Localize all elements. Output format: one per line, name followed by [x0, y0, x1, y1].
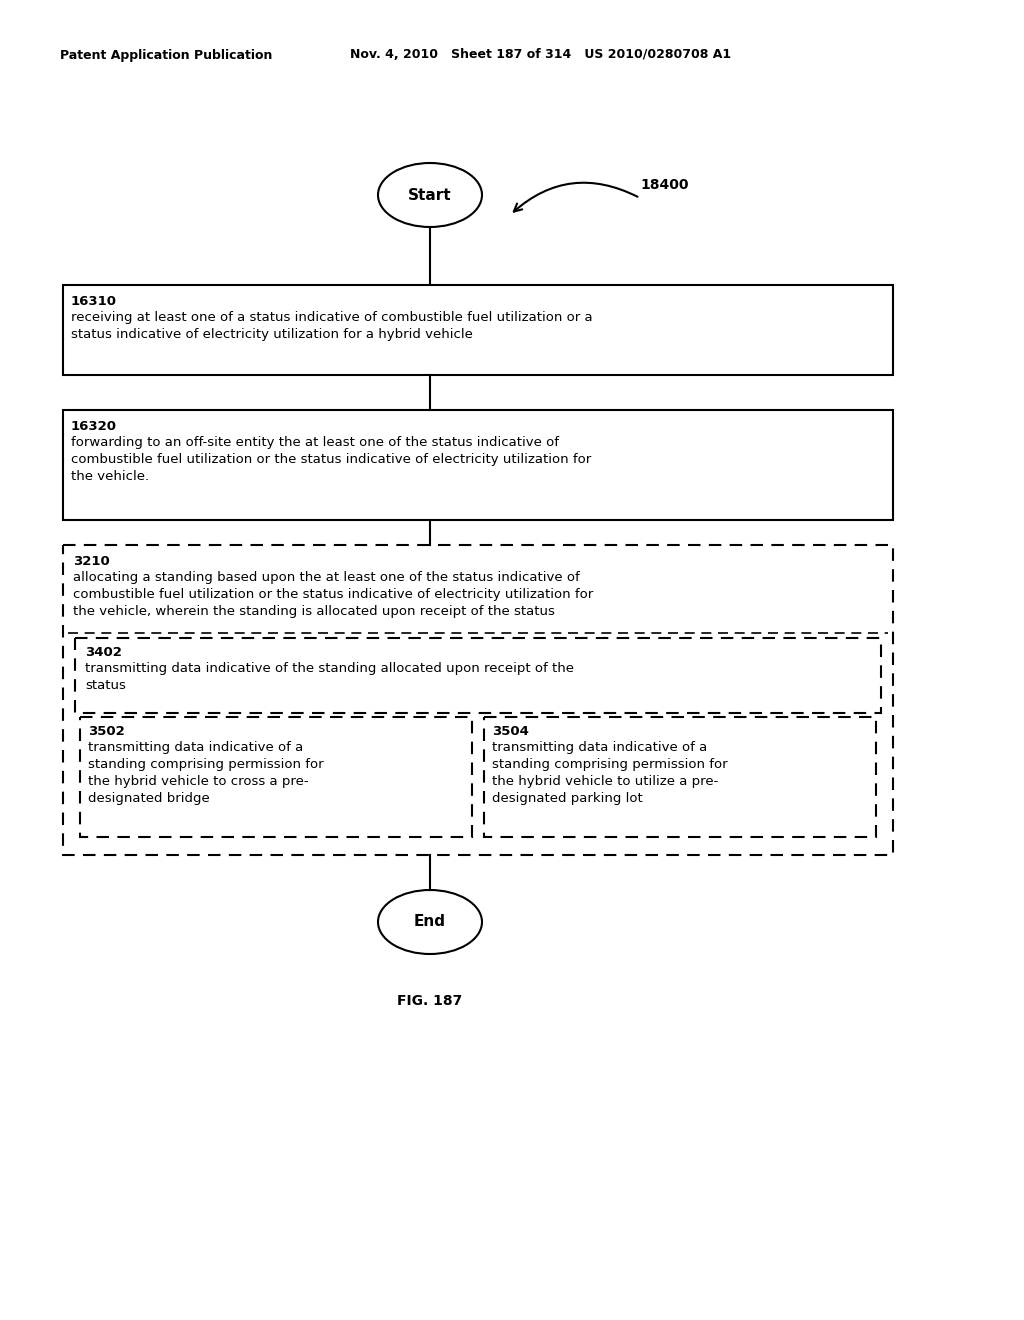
Bar: [63, 285, 893, 375]
Text: receiving at least one of a status indicative of combustible fuel utilization or: receiving at least one of a status indic…: [71, 312, 593, 341]
Bar: [484, 717, 876, 837]
Text: 3210: 3210: [73, 554, 110, 568]
Text: transmitting data indicative of a
standing comprising permission for
the hybrid : transmitting data indicative of a standi…: [88, 741, 324, 805]
Text: 3504: 3504: [492, 725, 528, 738]
Bar: [75, 638, 881, 713]
Text: FIG. 187: FIG. 187: [397, 994, 463, 1008]
Text: End: End: [414, 915, 446, 929]
Text: transmitting data indicative of a
standing comprising permission for
the hybrid : transmitting data indicative of a standi…: [492, 741, 728, 805]
Text: 3502: 3502: [88, 725, 125, 738]
Text: 16310: 16310: [71, 294, 117, 308]
Text: 16320: 16320: [71, 420, 117, 433]
Text: 18400: 18400: [640, 178, 688, 191]
Text: transmitting data indicative of the standing allocated upon receipt of the
statu: transmitting data indicative of the stan…: [85, 663, 574, 692]
Text: forwarding to an off-site entity the at least one of the status indicative of
co: forwarding to an off-site entity the at …: [71, 436, 591, 483]
Bar: [63, 411, 893, 520]
Text: Nov. 4, 2010   Sheet 187 of 314   US 2010/0280708 A1: Nov. 4, 2010 Sheet 187 of 314 US 2010/02…: [350, 49, 731, 62]
Text: Patent Application Publication: Patent Application Publication: [60, 49, 272, 62]
Bar: [80, 717, 472, 837]
Text: allocating a standing based upon the at least one of the status indicative of
co: allocating a standing based upon the at …: [73, 572, 593, 618]
Text: 3402: 3402: [85, 645, 122, 659]
Bar: [63, 545, 893, 855]
FancyArrowPatch shape: [514, 182, 638, 211]
Text: Start: Start: [409, 187, 452, 202]
